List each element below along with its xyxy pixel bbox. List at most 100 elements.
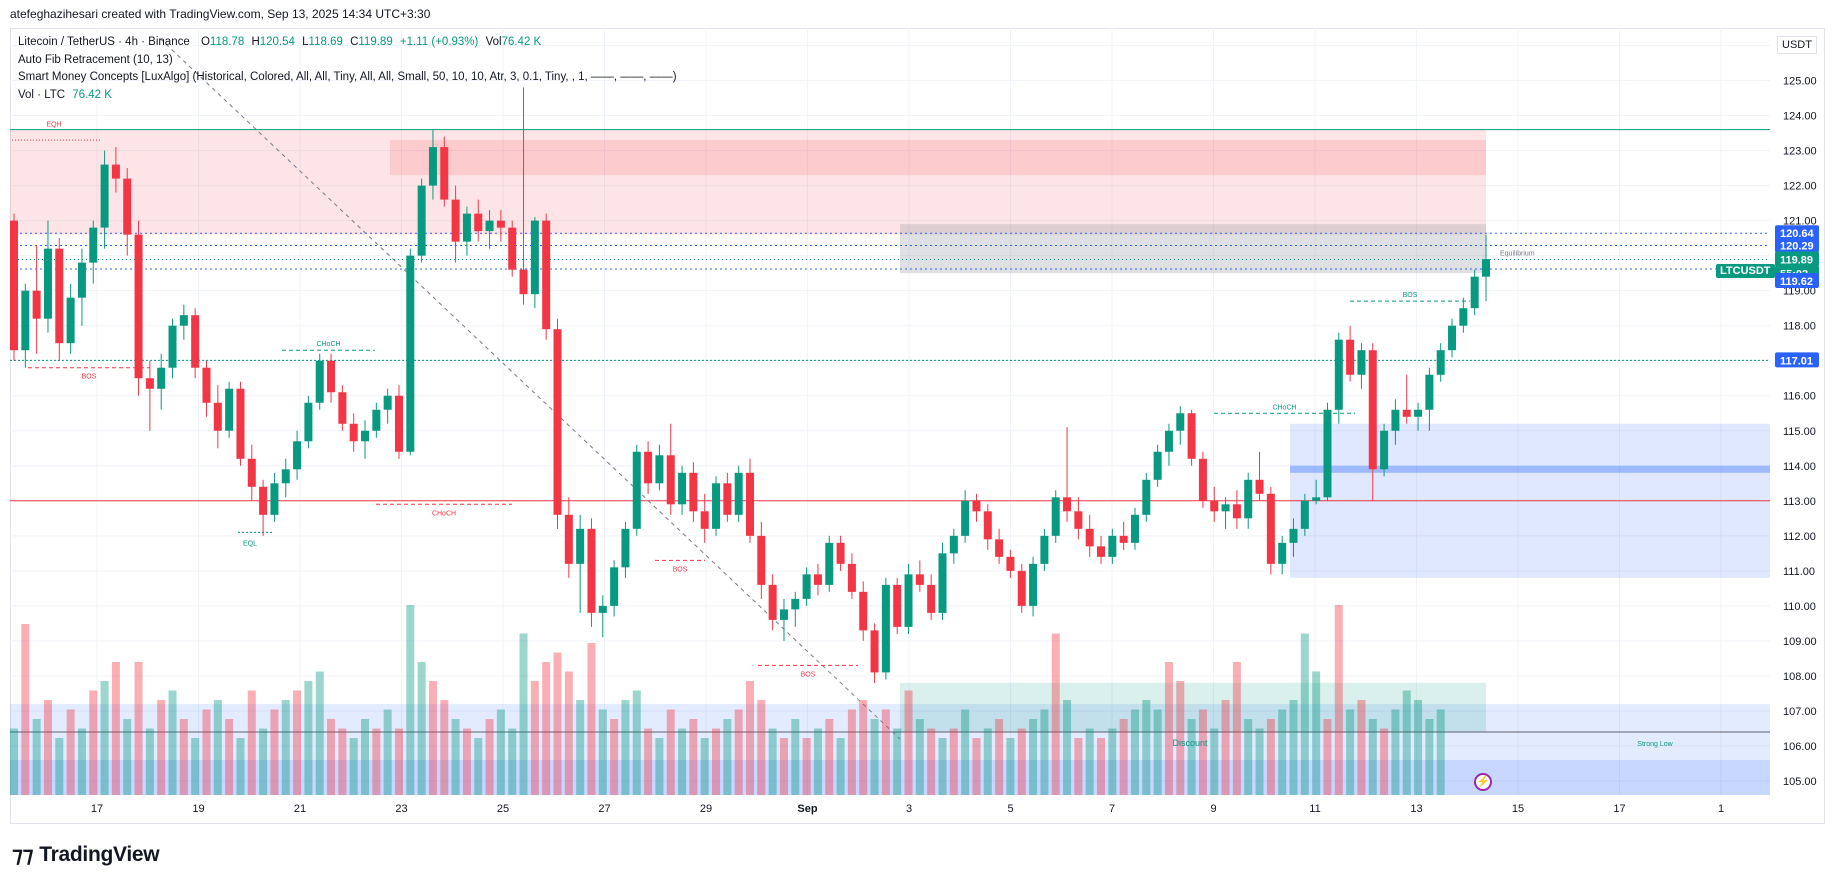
- volume-bar: [157, 700, 166, 795]
- volume-bar: [700, 738, 709, 795]
- price-badge: [1775, 352, 1819, 368]
- volume-bar: [1040, 709, 1049, 795]
- volume-bar: [632, 690, 641, 795]
- candle-body: [893, 584, 902, 627]
- volume-bar: [904, 690, 913, 795]
- legend-close-value: 119.89: [358, 36, 393, 48]
- candle-body: [21, 290, 30, 351]
- price-badge-label: 117.01: [1780, 355, 1813, 367]
- time-tick-label: 21: [294, 803, 306, 815]
- volume-bar: [1368, 719, 1377, 795]
- volume-bar: [304, 681, 313, 795]
- candle-body: [338, 392, 347, 424]
- candle-body: [746, 472, 754, 536]
- volume-bar: [383, 709, 392, 795]
- legend-open-label: O: [200, 36, 210, 48]
- volume-bar: [1244, 719, 1253, 795]
- volume-bar: [1436, 709, 1445, 795]
- volume-bar: [440, 700, 449, 795]
- legend-low-value: 118.69: [308, 36, 343, 48]
- price-tick-label: 112.00: [1783, 531, 1816, 543]
- price-tick-label: 119.00: [1783, 286, 1816, 298]
- candle-body: [1074, 511, 1083, 529]
- candle-body: [791, 598, 800, 610]
- volume-bar: [123, 719, 132, 795]
- price-tick-label: 122.00: [1783, 181, 1817, 193]
- volume-bar: [723, 719, 732, 795]
- candle-body: [406, 255, 415, 452]
- candle-body: [1425, 374, 1434, 410]
- legend-volume-value: 76.42 K: [72, 88, 112, 101]
- chart-credit: atefeghazihesari created with TradingVie…: [10, 7, 431, 21]
- candle-body: [995, 539, 1004, 557]
- equilibrium-label: Equilibrium: [1500, 251, 1535, 258]
- volume-bar: [1198, 709, 1207, 795]
- price-tick-label: 115.00: [1783, 426, 1816, 438]
- price-badge: [1775, 225, 1819, 241]
- eqh-label: EQH: [46, 122, 61, 129]
- volume-bar: [100, 681, 109, 795]
- candle-body: [462, 213, 471, 242]
- volume-bar: [77, 728, 86, 795]
- eql-label: EQL: [243, 540, 257, 547]
- candle-body: [55, 248, 64, 344]
- legend-indicator-fib[interactable]: Auto Fib Retracement (10, 13): [18, 53, 173, 66]
- candle-body: [666, 455, 675, 505]
- volume-bar: [349, 738, 358, 795]
- candle-body: [1119, 535, 1128, 543]
- legend-ohlc-row[interactable]: Litecoin / TetherUS · 4h · Binance O 118.…: [18, 34, 677, 52]
- price-tick-label: 113.00: [1783, 496, 1816, 508]
- volume-bar: [542, 662, 551, 795]
- volume-bar: [881, 709, 890, 795]
- time-tick-label: 29: [700, 803, 712, 815]
- volume-bar: [1300, 633, 1309, 795]
- candle-body: [1323, 409, 1332, 498]
- volume-bar: [1164, 662, 1173, 795]
- volume-bar: [247, 690, 256, 795]
- candle-body: [779, 609, 788, 620]
- candle-body: [157, 367, 166, 389]
- legend-volume-row[interactable]: Vol · LTC 76.42 K: [18, 87, 677, 105]
- candle-body: [383, 395, 392, 410]
- candle-body: [1130, 514, 1139, 543]
- candle-body: [168, 325, 177, 368]
- chart-frame[interactable]: [10, 28, 1825, 824]
- candle-body: [825, 542, 834, 585]
- candle-body: [655, 455, 664, 484]
- price-tick-label: 111.00: [1783, 566, 1815, 578]
- legend-indicator-smc[interactable]: Smart Money Concepts [LuxAlgo] (Historic…: [18, 71, 677, 83]
- time-tick-label: Sep: [797, 803, 817, 815]
- volume-bar: [508, 728, 517, 795]
- legend-symbol[interactable]: Litecoin / TetherUS · 4h · Binance: [18, 36, 190, 48]
- choch-1-label: CHoCH: [316, 341, 340, 348]
- candle-body: [202, 367, 211, 403]
- price-badge-label: 120.64: [1780, 228, 1815, 240]
- volume-bar: [1085, 728, 1094, 795]
- volume-bar: [995, 719, 1004, 795]
- candle-body: [632, 451, 641, 529]
- volume-bar: [813, 728, 822, 795]
- candle-body: [972, 500, 981, 512]
- volume-bar: [66, 709, 75, 795]
- legend-change: +1.11 (+0.93%): [399, 36, 479, 48]
- candle-body: [89, 227, 98, 263]
- volume-bar: [1063, 700, 1072, 795]
- volume-bar: [10, 728, 18, 795]
- candle-body: [689, 472, 698, 512]
- lightning-icon[interactable]: ⚡: [1474, 773, 1492, 791]
- currency-unit-button[interactable]: USDT: [1777, 36, 1817, 54]
- candle-body: [1402, 409, 1411, 417]
- volume-bar: [259, 728, 268, 795]
- candle-body: [1346, 339, 1355, 375]
- candle-body: [474, 213, 483, 232]
- candle-body: [77, 262, 86, 298]
- candle-body: [1187, 413, 1196, 459]
- volume-bar: [1289, 700, 1298, 795]
- volume-bar: [372, 728, 381, 795]
- candle-body: [1436, 350, 1445, 375]
- volume-bar: [655, 738, 664, 795]
- candle-body: [1232, 504, 1241, 519]
- candle-body: [281, 469, 290, 484]
- volume-bar: [1334, 605, 1343, 795]
